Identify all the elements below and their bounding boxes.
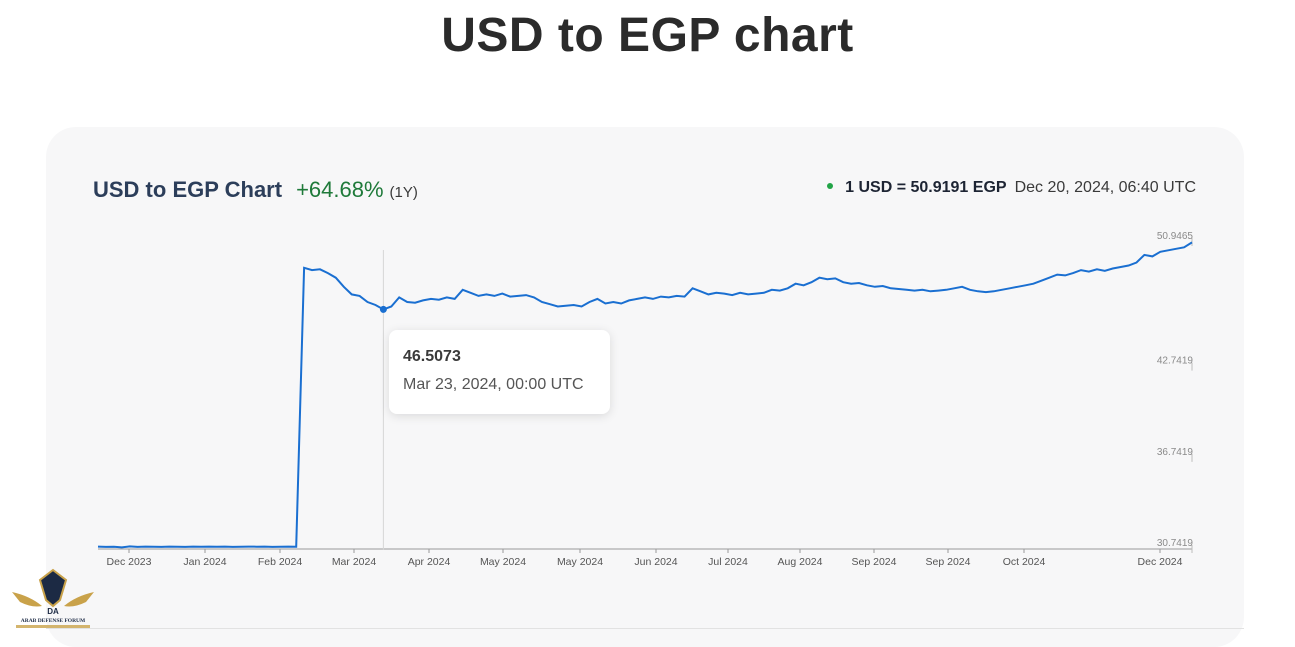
tooltip-value: 46.5073 [403, 348, 461, 365]
change-percent: +64.68% [296, 177, 384, 202]
live-dot-icon [827, 183, 834, 189]
y-tick-label: 42.7419 [1157, 356, 1194, 367]
page-title: USD to EGP chart [441, 9, 854, 62]
x-tick-label: May 2024 [480, 556, 526, 568]
x-tick-label: Oct 2024 [1003, 556, 1046, 568]
x-tick-label: Aug 2024 [778, 556, 823, 568]
x-tick-label: Dec 2024 [1138, 556, 1183, 568]
rate-timestamp: Dec 20, 2024, 06:40 UTC [1014, 179, 1196, 196]
x-tick-label: Mar 2024 [332, 556, 377, 568]
chart-title: USD to EGP Chart [93, 177, 283, 202]
x-tick-label: Sep 2024 [926, 556, 971, 568]
chart-header: USD to EGP Chart +64.68% (1Y) [93, 177, 418, 203]
forum-logo: DA ARAB DEFENSE FORUM [12, 568, 94, 628]
x-tick-label: Dec 2023 [107, 556, 152, 568]
x-tick-label: Jun 2024 [634, 556, 677, 568]
y-tick-label: 30.7419 [1157, 538, 1194, 549]
x-tick-label: Apr 2024 [408, 556, 451, 568]
period-label: (1Y) [389, 184, 418, 201]
y-tick-label: 36.7419 [1157, 447, 1194, 458]
y-tick-label: 50.9465 [1157, 231, 1194, 242]
x-tick-label: May 2024 [557, 556, 603, 568]
x-tick-label: Jul 2024 [708, 556, 748, 568]
series-line [97, 241, 1193, 549]
x-tick-label: Jan 2024 [183, 556, 226, 568]
current-rate: 1 USD = 50.9191 EGP Dec 20, 2024, 06:40 … [827, 179, 1196, 197]
tooltip: 46.5073 Mar 23, 2024, 00:00 UTC [389, 330, 610, 414]
divider [46, 628, 1244, 629]
logo-text: ARAB DEFENSE FORUM [21, 618, 86, 624]
rate-value: 1 USD = 50.9191 EGP [845, 179, 1007, 196]
x-tick-label: Sep 2024 [852, 556, 897, 568]
hover-point [379, 305, 387, 313]
tooltip-date: Mar 23, 2024, 00:00 UTC [403, 376, 584, 393]
chart-card: USD to EGP Chart +64.68% (1Y) 1 USD = 50… [46, 127, 1244, 647]
logo-initials: DA [47, 607, 59, 616]
line-chart[interactable]: Dec 2023 Jan 2024 Feb 2024 Mar 2024 Apr 2024… [0, 0, 1295, 634]
x-tick-label: Feb 2024 [258, 556, 303, 568]
